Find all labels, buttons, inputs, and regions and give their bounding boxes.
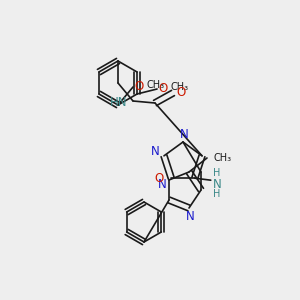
Text: CH₃: CH₃ (147, 80, 165, 90)
Text: O: O (134, 80, 144, 94)
Text: N: N (186, 209, 194, 223)
Text: HN: HN (110, 97, 128, 110)
Text: O: O (154, 172, 164, 184)
Text: N: N (158, 178, 167, 191)
Text: O: O (176, 85, 186, 98)
Text: H: H (213, 168, 220, 178)
Text: N: N (212, 178, 221, 191)
Text: CH₃: CH₃ (214, 153, 232, 163)
Text: N: N (180, 128, 188, 140)
Text: CH₃: CH₃ (171, 82, 189, 92)
Text: H: H (213, 189, 220, 199)
Text: O: O (158, 82, 168, 95)
Text: N: N (151, 145, 159, 158)
